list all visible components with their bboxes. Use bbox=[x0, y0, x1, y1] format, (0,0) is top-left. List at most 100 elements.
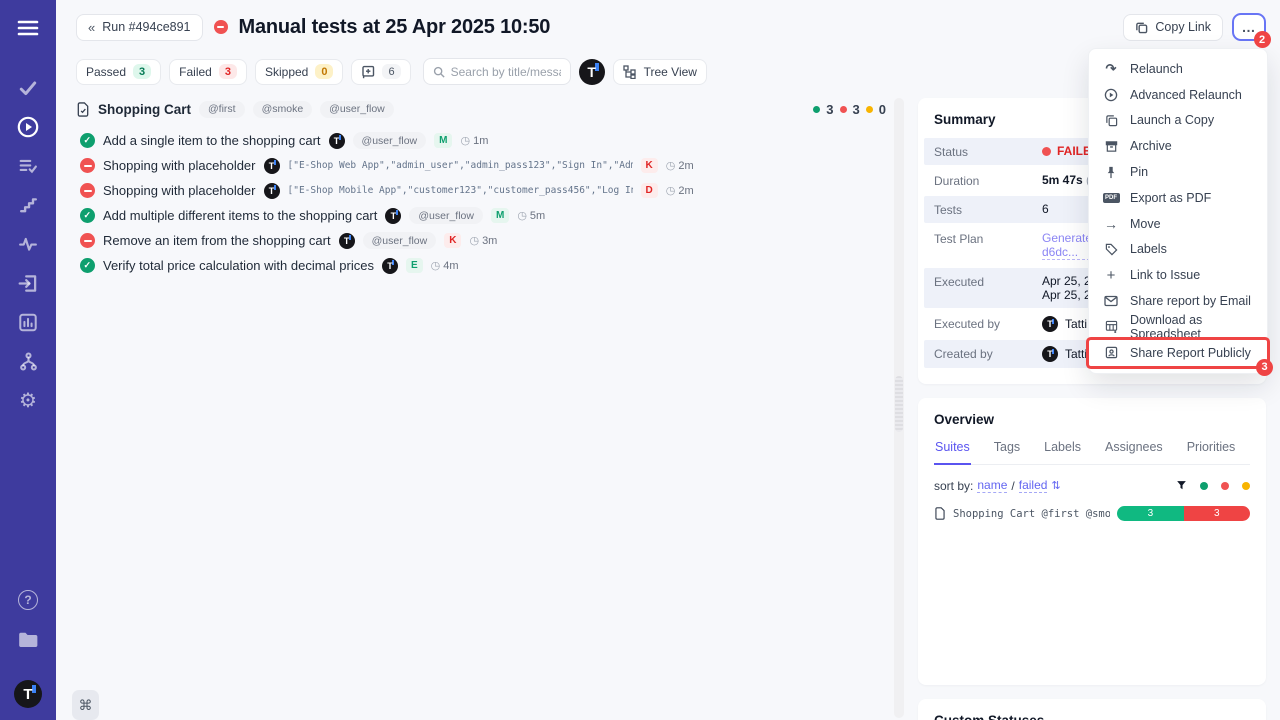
tree-view-icon bbox=[622, 64, 636, 79]
help-icon[interactable]: ? bbox=[16, 588, 40, 612]
keyboard-shortcut-button[interactable]: ⌘ bbox=[72, 690, 99, 720]
filter-failed[interactable]: Failed 3 bbox=[169, 58, 247, 85]
scrollbar-thumb[interactable] bbox=[895, 376, 903, 432]
spreadsheet-icon bbox=[1103, 320, 1119, 334]
menu-item-link-issue[interactable]: + Link to Issue bbox=[1089, 262, 1267, 289]
hamburger-menu-icon[interactable] bbox=[16, 16, 40, 40]
test-title[interactable]: Shopping with placeholder bbox=[103, 183, 256, 198]
pin-icon bbox=[1103, 166, 1119, 179]
copy-link-button[interactable]: Copy Link bbox=[1123, 13, 1223, 41]
share-publicly-icon bbox=[1103, 346, 1119, 359]
more-actions-button[interactable]: … 2 bbox=[1232, 13, 1271, 48]
checklist-icon[interactable] bbox=[16, 154, 40, 178]
clock-icon: ◷ bbox=[469, 235, 480, 247]
status-letter-badge: E bbox=[405, 258, 423, 273]
menu-item-labels[interactable]: Labels bbox=[1089, 236, 1267, 263]
overview-tabs: Suites Tags Labels Assignees Priorities bbox=[934, 438, 1250, 465]
test-example-data: ["E-Shop Mobile App","customer123","cust… bbox=[287, 185, 633, 196]
filter-passed[interactable]: Passed 3 bbox=[76, 58, 162, 85]
failed-legend-dot[interactable] bbox=[1221, 481, 1229, 490]
test-tag[interactable]: @user_flow bbox=[409, 207, 483, 224]
overview-card: Overview Suites Tags Labels Assignees Pr… bbox=[918, 398, 1266, 685]
relaunch-icon: ↷ bbox=[1105, 60, 1117, 76]
executed-by-value: Tatti bbox=[1065, 317, 1088, 331]
pass-fail-bar[interactable]: 3 3 bbox=[1117, 506, 1250, 521]
test-title[interactable]: Verify total price calculation with deci… bbox=[103, 258, 374, 273]
overview-suite-label[interactable]: Shopping Cart @first @smoke … bbox=[953, 507, 1111, 520]
tab-assignees[interactable]: Assignees bbox=[1105, 440, 1163, 454]
suite-tag[interactable]: @first bbox=[199, 100, 245, 118]
user-avatar[interactable]: T bbox=[14, 680, 42, 708]
test-title[interactable]: Shopping with placeholder bbox=[103, 158, 256, 173]
funnel-icon[interactable] bbox=[1176, 480, 1187, 491]
test-tag[interactable]: @user_flow bbox=[352, 132, 427, 149]
check-icon[interactable] bbox=[16, 76, 40, 100]
test-duration: 4m bbox=[443, 259, 459, 272]
pulse-icon[interactable] bbox=[16, 232, 40, 256]
menu-item-move[interactable]: → Move bbox=[1089, 210, 1267, 237]
status-letter-badge: D bbox=[640, 183, 658, 198]
suite-tag[interactable]: @user_flow bbox=[320, 100, 394, 118]
run-owner-avatar[interactable]: T bbox=[578, 58, 605, 85]
play-circle-icon[interactable] bbox=[16, 115, 40, 139]
suite-tag[interactable]: @smoke bbox=[252, 100, 313, 118]
menu-item-archive[interactable]: Archive bbox=[1089, 133, 1267, 160]
menu-item-launch-copy[interactable]: Launch a Copy bbox=[1089, 107, 1267, 134]
tests-value: 6 bbox=[1042, 202, 1049, 216]
passed-legend-dot[interactable] bbox=[1200, 481, 1208, 490]
assignee-avatar: T bbox=[381, 257, 398, 274]
skipped-dot bbox=[865, 105, 873, 113]
suite-name[interactable]: Shopping Cart bbox=[98, 101, 191, 117]
failed-icon bbox=[80, 233, 95, 248]
copy-icon bbox=[1136, 22, 1148, 33]
bar-chart-icon[interactable] bbox=[16, 310, 40, 334]
passed-count: 3 bbox=[133, 64, 152, 79]
annotation-step-2: 2 bbox=[1254, 31, 1271, 48]
passed-icon bbox=[80, 133, 95, 148]
test-duration: 3m bbox=[482, 234, 498, 247]
menu-item-export-pdf[interactable]: PDF Export as PDF bbox=[1089, 184, 1267, 211]
summary-row-executed-by: Executed by T Tatti bbox=[934, 316, 1088, 332]
executor-avatar: T bbox=[1042, 316, 1058, 332]
run-back-button[interactable]: « Run #494ce891 bbox=[76, 13, 203, 41]
clock-icon: ◷ bbox=[665, 160, 676, 172]
assignee-avatar: T bbox=[328, 132, 345, 149]
test-title[interactable]: Add a single item to the shopping cart bbox=[103, 133, 321, 148]
failed-dot bbox=[1042, 146, 1051, 156]
steps-icon[interactable] bbox=[16, 193, 40, 217]
search-icon bbox=[433, 66, 445, 78]
menu-item-share-publicly[interactable]: Share Report Publicly 3 bbox=[1089, 339, 1273, 376]
menu-item-relaunch[interactable]: ↷ Relaunch bbox=[1089, 56, 1267, 82]
gear-icon[interactable]: ⚙ bbox=[19, 389, 37, 412]
actions-dropdown-menu: ↷ Relaunch Advanced Relaunch Launch a Cop… bbox=[1088, 48, 1273, 376]
menu-item-pin[interactable]: Pin bbox=[1089, 159, 1267, 185]
sort-by-name-link[interactable]: name bbox=[977, 478, 1008, 493]
sort-direction-icon[interactable]: ⇅ bbox=[1051, 480, 1061, 492]
skipped-count: 0 bbox=[315, 64, 334, 79]
branch-icon[interactable] bbox=[16, 349, 40, 373]
filter-skipped[interactable]: Skipped 0 bbox=[254, 58, 344, 85]
test-duration: 2m bbox=[678, 159, 694, 172]
test-tag[interactable]: @user_flow bbox=[362, 232, 437, 249]
test-title[interactable]: Add multiple different items to the shop… bbox=[103, 208, 378, 223]
passed-icon bbox=[80, 208, 95, 223]
tab-labels[interactable]: Labels bbox=[1044, 440, 1081, 454]
menu-item-download-spreadsheet[interactable]: Download as Spreadsheet bbox=[1089, 313, 1267, 341]
skipped-legend-dot[interactable] bbox=[1242, 481, 1250, 490]
tab-suites[interactable]: Suites bbox=[934, 438, 971, 465]
custom-statuses-title: Custom Statuses bbox=[934, 713, 1250, 720]
sort-by-failed-link[interactable]: failed bbox=[1018, 478, 1048, 493]
file-icon bbox=[935, 507, 945, 520]
assignee-avatar: T bbox=[338, 232, 355, 249]
suite-header: Shopping Cart @first @smoke @user_flow 3… bbox=[76, 98, 888, 120]
tree-view-toggle[interactable]: Tree View bbox=[612, 58, 707, 85]
sign-in-icon[interactable] bbox=[16, 271, 40, 295]
folder-icon[interactable] bbox=[16, 627, 40, 651]
filter-comments[interactable]: 6 bbox=[351, 58, 411, 85]
menu-item-share-email[interactable]: Share report by Email bbox=[1089, 288, 1267, 314]
menu-item-advanced-relaunch[interactable]: Advanced Relaunch bbox=[1089, 81, 1267, 108]
test-title[interactable]: Remove an item from the shopping cart bbox=[103, 233, 331, 248]
tab-priorities[interactable]: Priorities bbox=[1186, 440, 1236, 454]
search-input[interactable] bbox=[450, 64, 561, 79]
tab-tags[interactable]: Tags bbox=[993, 440, 1021, 454]
